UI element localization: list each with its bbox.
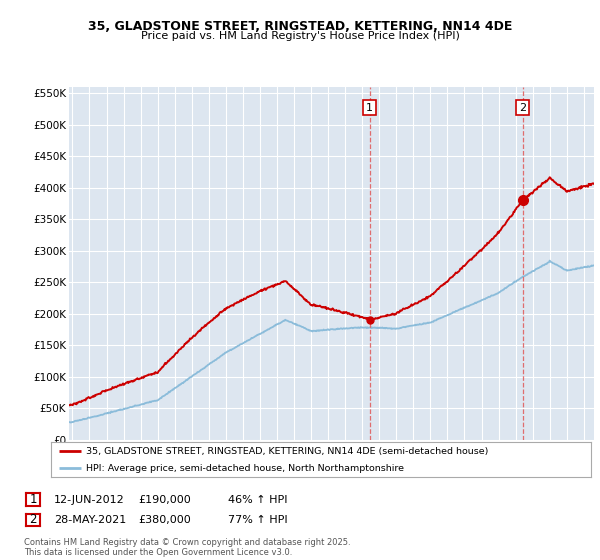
Text: £190,000: £190,000 — [138, 494, 191, 505]
Text: 12-JUN-2012: 12-JUN-2012 — [54, 494, 125, 505]
Text: 2: 2 — [29, 513, 37, 526]
Text: 35, GLADSTONE STREET, RINGSTEAD, KETTERING, NN14 4DE: 35, GLADSTONE STREET, RINGSTEAD, KETTERI… — [88, 20, 512, 33]
Text: 77% ↑ HPI: 77% ↑ HPI — [228, 515, 287, 525]
Text: 35, GLADSTONE STREET, RINGSTEAD, KETTERING, NN14 4DE (semi-detached house): 35, GLADSTONE STREET, RINGSTEAD, KETTERI… — [86, 446, 488, 456]
Text: £380,000: £380,000 — [138, 515, 191, 525]
Text: 1: 1 — [366, 102, 373, 113]
Text: 28-MAY-2021: 28-MAY-2021 — [54, 515, 126, 525]
Text: 2: 2 — [519, 102, 526, 113]
Text: Price paid vs. HM Land Registry's House Price Index (HPI): Price paid vs. HM Land Registry's House … — [140, 31, 460, 41]
Text: Contains HM Land Registry data © Crown copyright and database right 2025.
This d: Contains HM Land Registry data © Crown c… — [24, 538, 350, 557]
Text: HPI: Average price, semi-detached house, North Northamptonshire: HPI: Average price, semi-detached house,… — [86, 464, 404, 473]
Text: 46% ↑ HPI: 46% ↑ HPI — [228, 494, 287, 505]
Text: 1: 1 — [29, 493, 37, 506]
